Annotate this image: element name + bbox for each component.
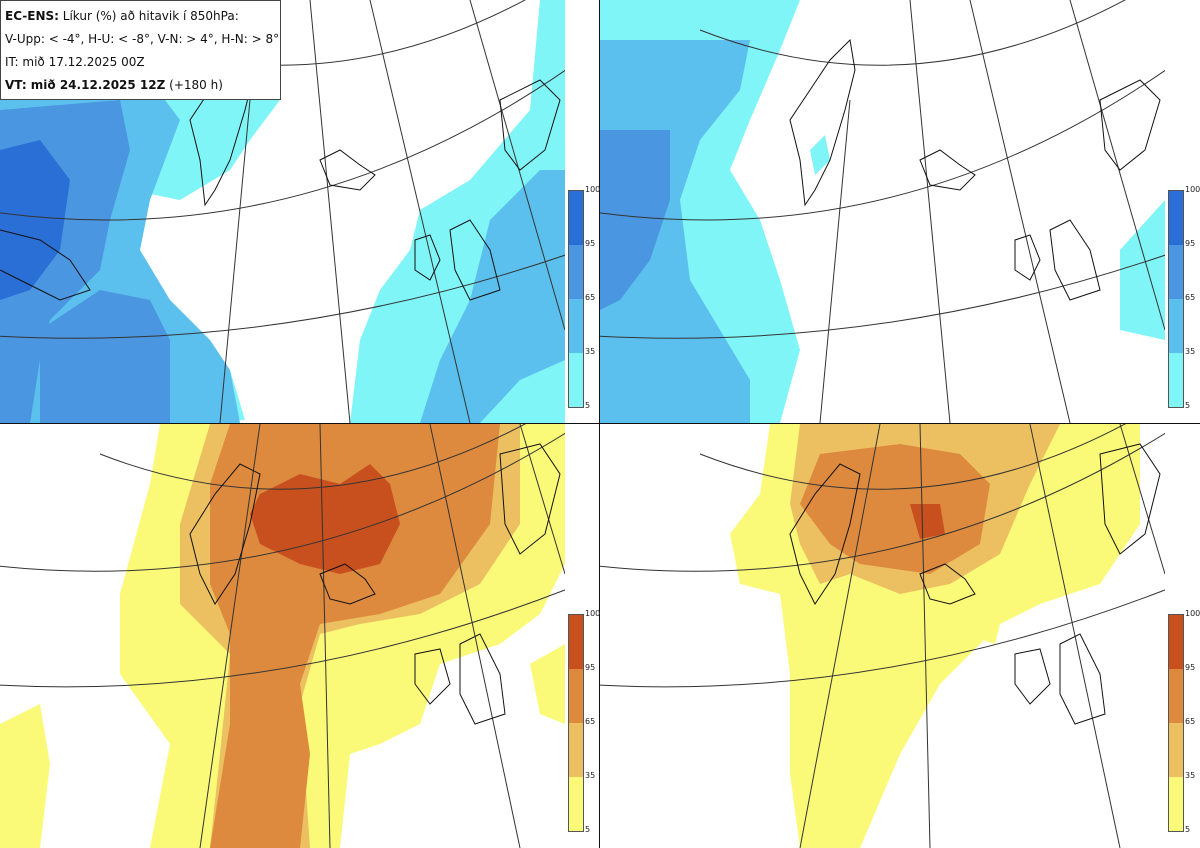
colorbar-band bbox=[569, 723, 583, 777]
colorbar-band bbox=[1169, 245, 1183, 299]
colorbar-band bbox=[1169, 669, 1183, 723]
colorbar-tick-label: 95 bbox=[585, 239, 596, 248]
info-line-3: IT: mið 17.12.2025 00Z bbox=[5, 55, 145, 69]
map-bottom-left bbox=[0, 424, 565, 848]
colorbar-band bbox=[569, 245, 583, 299]
map-bottom-right bbox=[600, 424, 1165, 848]
colorbar-tick-label: 95 bbox=[585, 663, 596, 672]
colorbar-tick-label: 5 bbox=[585, 401, 591, 410]
colorbar-tick-label: 95 bbox=[1185, 663, 1196, 672]
colorbar-band bbox=[1169, 191, 1183, 245]
colorbar-tick-label: 100 bbox=[1185, 185, 1200, 194]
info-line-1: EC-ENS: Líkur (%) að hitavik í 850hPa: bbox=[5, 9, 239, 23]
colorbar-band bbox=[1169, 723, 1183, 777]
colorbar-tick-label: 35 bbox=[1185, 771, 1196, 780]
colorbar-top-right bbox=[1168, 190, 1184, 408]
colorbar-band bbox=[569, 669, 583, 723]
colorbar-band bbox=[1169, 777, 1183, 831]
colorbar-tick-label: 5 bbox=[1185, 825, 1191, 834]
map-panel-top-left bbox=[0, 0, 565, 423]
colorbar-band bbox=[569, 777, 583, 831]
colorbar-tick-label: 65 bbox=[1185, 293, 1196, 302]
map-panel-top-right bbox=[600, 0, 1165, 423]
colorbar-tick-label: 35 bbox=[585, 771, 596, 780]
colorbar-tick-label: 95 bbox=[1185, 239, 1196, 248]
map-top-left bbox=[0, 0, 565, 423]
divider-vertical bbox=[599, 0, 600, 848]
colorbar-tick-label: 65 bbox=[585, 293, 596, 302]
colorbar-tick-label: 35 bbox=[585, 347, 596, 356]
colorbar-tick-label: 65 bbox=[1185, 717, 1196, 726]
colorbar-tick-label: 5 bbox=[585, 825, 591, 834]
divider-horizontal bbox=[0, 423, 1200, 424]
colorbar-band bbox=[569, 615, 583, 669]
map-panel-bottom-right bbox=[600, 424, 1165, 848]
info-line-2: V-Upp: < -4°, H-U: < -8°, V-N: > 4°, H-N… bbox=[5, 32, 280, 46]
colorbar-bottom-right bbox=[1168, 614, 1184, 832]
colorbar-band bbox=[1169, 299, 1183, 353]
colorbar-tick-label: 35 bbox=[1185, 347, 1196, 356]
colorbar-band bbox=[569, 191, 583, 245]
colorbar-band bbox=[569, 299, 583, 353]
colorbar-band bbox=[1169, 353, 1183, 407]
colorbar-tick-label: 100 bbox=[585, 609, 601, 618]
colorbar-tick-label: 100 bbox=[585, 185, 601, 194]
info-line-4: VT: mið 24.12.2025 12Z (+180 h) bbox=[5, 78, 223, 92]
colorbar-top-left bbox=[568, 190, 584, 408]
colorbar-tick-label: 65 bbox=[585, 717, 596, 726]
info-box: EC-ENS: Líkur (%) að hitavik í 850hPa: V… bbox=[0, 0, 281, 100]
colorbar-tick-label: 5 bbox=[1185, 401, 1191, 410]
colorbar-band bbox=[1169, 615, 1183, 669]
map-top-right bbox=[600, 0, 1165, 423]
colorbar-tick-label: 100 bbox=[1185, 609, 1200, 618]
colorbar-bottom-left bbox=[568, 614, 584, 832]
colorbar-band bbox=[569, 353, 583, 407]
map-panel-bottom-left bbox=[0, 424, 565, 848]
